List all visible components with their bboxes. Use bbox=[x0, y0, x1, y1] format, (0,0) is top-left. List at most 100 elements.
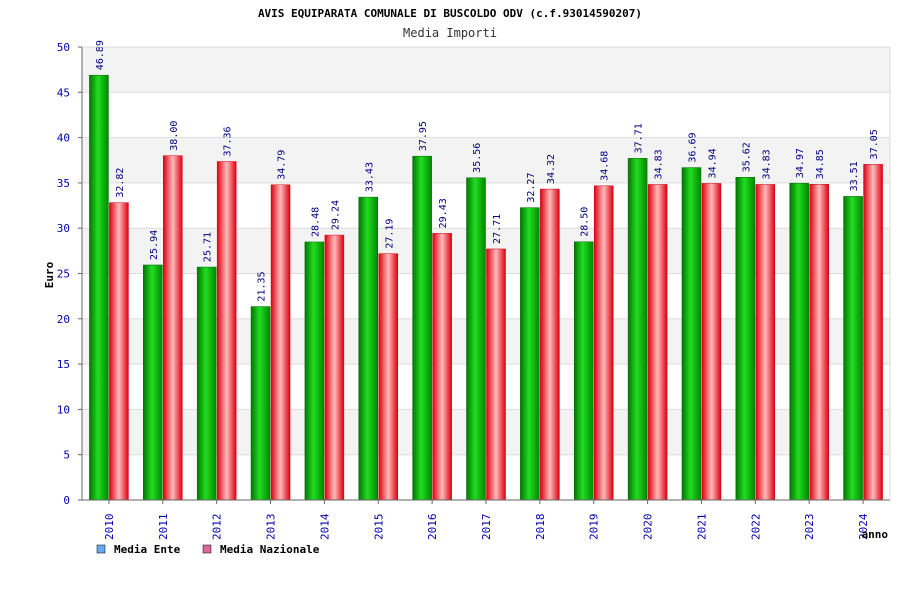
y-tick-label: 25 bbox=[57, 268, 70, 281]
bar-media-nazionale bbox=[163, 155, 183, 501]
background-band bbox=[82, 137, 890, 183]
bar-media-ente bbox=[143, 264, 163, 501]
bar-media-ente bbox=[89, 74, 109, 501]
data-label: 28.48 bbox=[310, 207, 321, 237]
x-tick-label: 2022 bbox=[749, 514, 762, 541]
bar-media-nazionale bbox=[324, 234, 345, 501]
gridlines bbox=[82, 46, 890, 501]
x-axis-ticks: 2010 2011 2012 2013 2014 2015 2016 2017 2018 2019… bbox=[103, 500, 870, 540]
bar-media-ente bbox=[196, 266, 217, 501]
bar-media-ente bbox=[843, 196, 863, 501]
x-tick-label: 2015 bbox=[372, 514, 385, 541]
value-labels: 46.89 32.82 25.94 38.00 25.71 37.36 21.35 34.79… bbox=[95, 40, 880, 302]
y-tick-label: 40 bbox=[57, 132, 70, 145]
chart-subtitle: Media Importi bbox=[403, 26, 497, 40]
data-label: 33.43 bbox=[364, 162, 375, 192]
y-tick-label: 30 bbox=[57, 222, 70, 235]
y-tick-label: 20 bbox=[57, 313, 70, 326]
bar-media-nazionale bbox=[809, 184, 829, 501]
data-label: 25.94 bbox=[149, 230, 160, 260]
background-band bbox=[82, 409, 890, 455]
bar-media-ente bbox=[627, 158, 648, 501]
legend-label-ente: Media Ente bbox=[114, 543, 181, 556]
bar-media-nazionale bbox=[863, 164, 883, 501]
bar-media-nazionale bbox=[109, 202, 129, 501]
data-label: 21.35 bbox=[257, 271, 268, 301]
data-label: 34.85 bbox=[815, 149, 826, 179]
data-label: 34.32 bbox=[546, 154, 557, 184]
data-label: 46.89 bbox=[95, 40, 106, 70]
legend-label-nazionale: Media Nazionale bbox=[220, 543, 320, 556]
data-label: 34.83 bbox=[654, 149, 665, 179]
data-label: 36.69 bbox=[687, 132, 698, 162]
bar-media-nazionale bbox=[593, 185, 614, 501]
data-label: 37.71 bbox=[634, 123, 645, 153]
data-label: 37.05 bbox=[869, 129, 880, 159]
x-tick-label: 2010 bbox=[103, 514, 116, 541]
x-tick-label: 2020 bbox=[642, 514, 655, 541]
bar-media-ente bbox=[250, 306, 271, 501]
x-tick-label: 2023 bbox=[803, 514, 816, 541]
data-label: 34.79 bbox=[277, 150, 288, 180]
data-label: 34.68 bbox=[600, 151, 611, 181]
bar-media-ente bbox=[358, 196, 379, 501]
x-tick-label: 2021 bbox=[695, 514, 708, 541]
data-label: 34.94 bbox=[707, 148, 718, 178]
background-band bbox=[82, 318, 890, 365]
data-label: 37.95 bbox=[418, 121, 429, 151]
data-label: 35.62 bbox=[741, 142, 752, 172]
x-axis-label: anno bbox=[862, 528, 889, 541]
bar-media-ente bbox=[304, 241, 325, 501]
x-tick-label: 2014 bbox=[318, 513, 331, 540]
legend-swatch-nazionale bbox=[202, 544, 212, 554]
x-tick-label: 2013 bbox=[265, 514, 278, 541]
bar-media-ente bbox=[573, 241, 594, 501]
data-label: 35.56 bbox=[472, 143, 483, 173]
data-label: 27.71 bbox=[492, 214, 503, 244]
data-label: 29.24 bbox=[330, 200, 341, 230]
legend-swatch-ente bbox=[96, 544, 106, 554]
y-tick-label: 10 bbox=[57, 403, 70, 416]
bar-media-nazionale bbox=[540, 188, 560, 501]
y-tick-label: 0 bbox=[63, 494, 70, 507]
y-tick-label: 45 bbox=[57, 86, 70, 99]
y-axis-label: Euro bbox=[43, 261, 56, 288]
data-label: 29.43 bbox=[438, 198, 449, 228]
y-tick-label: 50 bbox=[57, 41, 70, 54]
bar-media-nazionale bbox=[378, 253, 399, 501]
data-label: 25.71 bbox=[203, 232, 214, 262]
x-tick-label: 2018 bbox=[534, 514, 547, 541]
y-tick-label: 5 bbox=[63, 449, 70, 462]
bar-media-ente bbox=[735, 177, 756, 501]
x-tick-label: 2012 bbox=[211, 514, 224, 541]
bars bbox=[89, 74, 883, 501]
bar-media-ente bbox=[681, 167, 702, 501]
data-label: 38.00 bbox=[169, 121, 180, 151]
x-tick-label: 2019 bbox=[588, 514, 601, 541]
y-tick-label: 15 bbox=[57, 358, 70, 371]
bar-media-nazionale bbox=[647, 184, 668, 501]
bar-media-ente bbox=[789, 182, 809, 501]
y-axis-ticks: 0 5 10 15 20 25 30 35 40 45 50 bbox=[57, 41, 82, 507]
data-label: 32.27 bbox=[526, 173, 537, 203]
x-tick-label: 2017 bbox=[480, 514, 493, 541]
bar-media-ente bbox=[520, 207, 540, 501]
data-label: 37.36 bbox=[223, 126, 234, 156]
x-tick-label: 2024 bbox=[857, 513, 870, 540]
chart-title: AVIS EQUIPARATA COMUNALE DI BUSCOLDO ODV… bbox=[258, 7, 642, 20]
background-band bbox=[82, 228, 890, 274]
data-label: 27.19 bbox=[384, 219, 395, 249]
bar-media-nazionale bbox=[270, 184, 291, 501]
bar-media-nazionale bbox=[432, 233, 452, 501]
background-bands bbox=[82, 47, 890, 455]
data-label: 34.83 bbox=[761, 149, 772, 179]
y-tick-label: 35 bbox=[57, 177, 70, 190]
data-label: 32.82 bbox=[115, 168, 126, 198]
data-label: 33.51 bbox=[849, 161, 860, 191]
x-tick-label: 2016 bbox=[426, 514, 439, 541]
bar-media-ente bbox=[466, 177, 486, 501]
bar-media-nazionale bbox=[216, 161, 237, 501]
bar-media-nazionale bbox=[755, 184, 776, 501]
